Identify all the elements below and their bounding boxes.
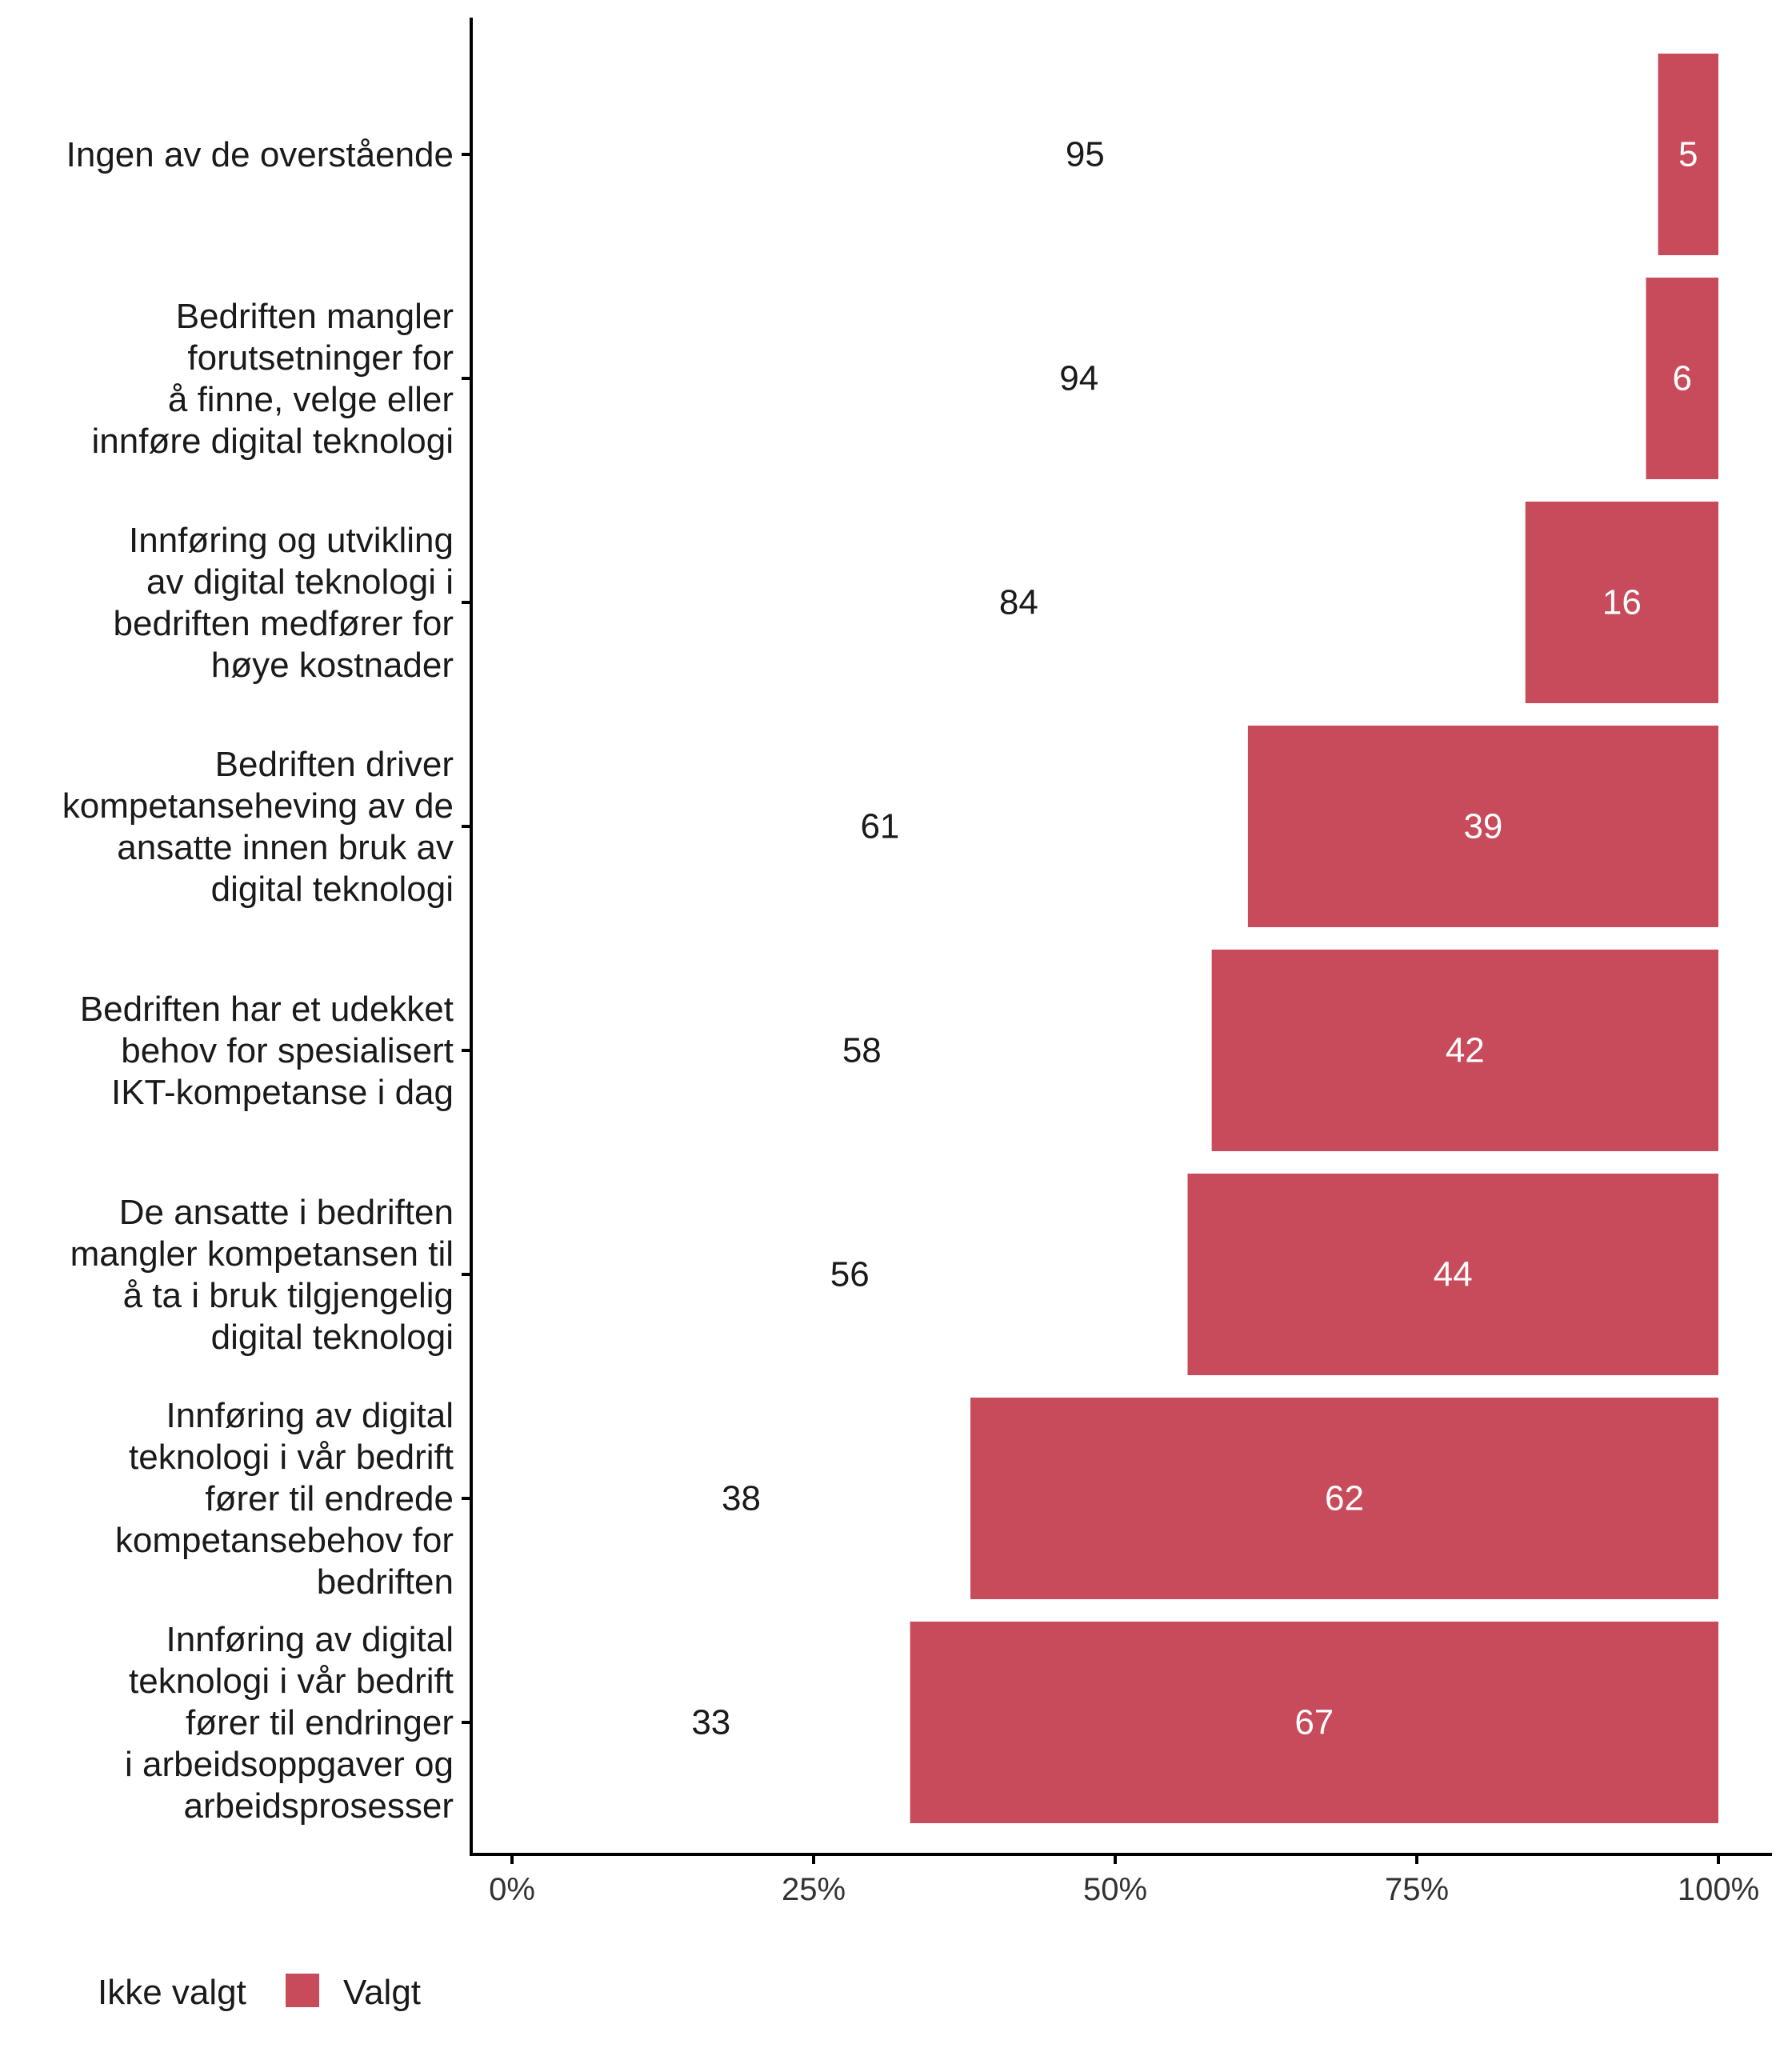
category-label-line: i arbeidsoppgaver og bbox=[125, 1745, 454, 1784]
category-label-line: Innføring og utvikling bbox=[129, 521, 454, 560]
category-label-line: De ansatte i bedriften bbox=[119, 1193, 454, 1232]
data-label-valgt: 44 bbox=[1434, 1255, 1473, 1294]
category-label: Innføring og utvikling av digital teknolo… bbox=[114, 521, 454, 685]
category-label-line: bedriften medfører for bbox=[114, 604, 454, 643]
bar-valgt bbox=[1247, 726, 1718, 927]
bar-valgt bbox=[1658, 54, 1718, 255]
category-label-line: digital teknologi bbox=[211, 1318, 454, 1357]
bar-valgt bbox=[1187, 1174, 1718, 1375]
category-label-line: teknologi i vår bedrift bbox=[129, 1662, 454, 1701]
x-ticks-group: 0% 25% 50% 75% 100% bbox=[489, 1854, 1759, 1907]
data-label-ikke-valgt: 94 bbox=[1059, 359, 1098, 398]
bar-valgt bbox=[1525, 502, 1718, 703]
category-label-line: innføre digital teknologi bbox=[92, 422, 454, 461]
data-label-valgt: 67 bbox=[1294, 1703, 1334, 1742]
category-label-line: å ta i bruk tilgjengelig bbox=[123, 1276, 454, 1315]
data-label-ikke-valgt: 84 bbox=[999, 583, 1038, 622]
data-label-valgt: 39 bbox=[1463, 807, 1502, 846]
category-label-line: høye kostnader bbox=[211, 646, 454, 685]
category-label: Bedriften mangler forutsetninger for å fin… bbox=[92, 297, 454, 461]
category-label-line: Bedriften driver bbox=[215, 745, 454, 784]
x-tick-label: 100% bbox=[1678, 1872, 1759, 1907]
x-tick-label: 75% bbox=[1385, 1872, 1449, 1907]
bar-valgt bbox=[970, 1398, 1718, 1599]
data-label-ikke-valgt: 61 bbox=[860, 807, 899, 846]
category-label-line: digital teknologi bbox=[211, 870, 454, 909]
category-label: Bedriften driver kompetanseheving av de an… bbox=[62, 745, 454, 909]
axes-group bbox=[462, 18, 1772, 1856]
legend-swatch-valgt bbox=[286, 1974, 319, 2007]
data-label-ikke-valgt: 56 bbox=[830, 1255, 870, 1294]
category-label: De ansatte i bedriften mangler kompetanse… bbox=[70, 1193, 454, 1357]
data-label-valgt: 5 bbox=[1678, 135, 1698, 174]
category-label-line: mangler kompetansen til bbox=[70, 1234, 454, 1274]
bars-group bbox=[910, 54, 1718, 1823]
category-label-line: bedriften bbox=[317, 1562, 454, 1602]
data-label-valgt: 62 bbox=[1325, 1479, 1364, 1518]
data-label-valgt: 16 bbox=[1602, 583, 1642, 622]
category-label: Ingen av de overstående bbox=[66, 135, 454, 174]
category-label-line: behov for spesialisert bbox=[121, 1031, 454, 1070]
legend-label-valgt: Valgt bbox=[343, 1973, 421, 2012]
category-labels-group: Ingen av de overstående Bedriften mangler… bbox=[62, 135, 454, 1826]
bar-labels-group: 95 5 94 6 84 16 61 39 58 42 56 44 38 62 33 67 bbox=[691, 135, 1698, 1742]
bar-valgt bbox=[1646, 278, 1718, 479]
category-label-line: forutsetninger for bbox=[187, 338, 454, 378]
category-label-line: Innføring av digital bbox=[166, 1620, 454, 1659]
data-label-valgt: 6 bbox=[1673, 359, 1692, 398]
category-label-line: IKT-kompetanse i dag bbox=[111, 1073, 454, 1112]
legend: Ikke valgt Valgt bbox=[98, 1973, 421, 2012]
category-label-line: kompetansebehov for bbox=[115, 1521, 454, 1560]
category-label-line: kompetanseheving av de bbox=[62, 786, 454, 826]
category-label: Innføring av digital teknologi i vår bedr… bbox=[125, 1620, 454, 1826]
category-label-line: ansatte innen bruk av bbox=[117, 828, 454, 867]
x-tick-label: 50% bbox=[1083, 1872, 1147, 1907]
data-label-ikke-valgt: 95 bbox=[1066, 135, 1105, 174]
data-label-ikke-valgt: 38 bbox=[722, 1479, 761, 1518]
bar-valgt bbox=[910, 1622, 1718, 1823]
category-label-line: av digital teknologi i bbox=[146, 562, 454, 602]
category-label: Innføring av digital teknologi i vår bedr… bbox=[115, 1396, 454, 1602]
category-label-line: fører til endringer bbox=[186, 1703, 454, 1742]
x-tick-label: 0% bbox=[489, 1872, 535, 1907]
category-label-line: teknologi i vår bedrift bbox=[129, 1438, 454, 1477]
category-label-line: fører til endrede bbox=[205, 1479, 454, 1518]
category-label-line: arbeidsprosesser bbox=[184, 1786, 454, 1826]
legend-label-ikke-valgt: Ikke valgt bbox=[98, 1973, 246, 2012]
x-tick-label: 25% bbox=[782, 1872, 846, 1907]
category-label-line: Bedriften mangler bbox=[176, 297, 454, 336]
data-label-ikke-valgt: 58 bbox=[842, 1031, 882, 1070]
category-label: Bedriften har et udekket behov for spesia… bbox=[80, 990, 454, 1112]
category-label-line: Bedriften har et udekket bbox=[80, 990, 454, 1029]
bar-valgt bbox=[1211, 950, 1718, 1151]
data-label-valgt: 42 bbox=[1446, 1031, 1485, 1070]
category-label-line: Innføring av digital bbox=[166, 1396, 454, 1435]
category-label-line: Ingen av de overstående bbox=[66, 135, 454, 174]
category-label-line: å finne, velge eller bbox=[168, 380, 454, 419]
data-label-ikke-valgt: 33 bbox=[691, 1703, 730, 1742]
